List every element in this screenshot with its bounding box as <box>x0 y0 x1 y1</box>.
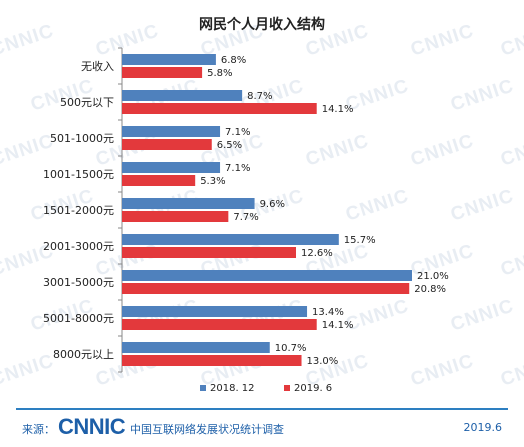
logo-text: CNNIC <box>58 414 126 439</box>
report-name: 中国互联网络发展状况统计调查 <box>130 423 284 436</box>
data-label: 5.3% <box>200 176 225 187</box>
data-label: 13.0% <box>307 356 339 367</box>
legend-swatch <box>200 385 206 391</box>
data-label: 15.7% <box>344 235 376 246</box>
data-label: 13.4% <box>312 307 344 318</box>
legend-swatch <box>284 385 290 391</box>
category-label: 5001-8000元 <box>43 312 114 325</box>
category-label: 500元以下 <box>60 96 114 109</box>
data-label: 14.1% <box>322 104 354 115</box>
bar-series2 <box>122 103 317 114</box>
bar-series1 <box>122 270 412 281</box>
legend-label: 2019. 6 <box>294 383 332 394</box>
data-label: 6.5% <box>217 140 242 151</box>
bar-series1 <box>122 342 270 353</box>
chart-title: 网民个人月收入结构 <box>199 17 325 33</box>
footer-divider <box>16 408 508 410</box>
bar-series2 <box>122 283 410 294</box>
category-label: 1501-2000元 <box>43 204 114 217</box>
category-label: 8000元以上 <box>53 348 114 361</box>
bar-series1 <box>122 306 308 317</box>
bar-series1 <box>122 90 243 101</box>
data-label: 7.1% <box>225 127 250 138</box>
cnnic-logo: CNNIC <box>58 414 126 440</box>
bar-series2 <box>122 211 229 222</box>
data-label: 6.8% <box>221 55 246 66</box>
data-label: 8.7% <box>247 91 272 102</box>
data-label: 14.1% <box>322 320 354 331</box>
data-label: 7.7% <box>233 212 258 223</box>
data-label: 5.8% <box>207 68 232 79</box>
bar-series1 <box>122 162 221 173</box>
data-label: 7.1% <box>225 163 250 174</box>
category-label: 2001-3000元 <box>43 240 114 253</box>
category-label: 3001-5000元 <box>43 276 114 289</box>
bar-series2 <box>122 355 302 366</box>
bar-series1 <box>122 126 221 137</box>
bar-series2 <box>122 319 317 330</box>
bar-series1 <box>122 198 255 209</box>
report-date: 2019.6 <box>463 421 503 434</box>
bar-series2 <box>122 175 196 186</box>
category-label: 1001-1500元 <box>43 168 114 181</box>
data-label: 9.6% <box>260 199 285 210</box>
data-label: 12.6% <box>301 248 333 259</box>
data-label: 20.8% <box>414 284 446 295</box>
bar-series2 <box>122 139 212 150</box>
bar-series1 <box>122 234 339 245</box>
source-label: 来源： <box>22 423 55 436</box>
category-label: 501-1000元 <box>50 132 114 145</box>
bar-series2 <box>122 67 203 78</box>
data-label: 10.7% <box>275 343 307 354</box>
data-label: 21.0% <box>417 271 449 282</box>
bar-series1 <box>122 54 216 65</box>
legend-label: 2018. 12 <box>210 383 255 394</box>
bar-series2 <box>122 247 296 258</box>
footer: 来源： CNNIC 中国互联网络发展状况统计调查 2019.6 <box>0 408 524 447</box>
category-label: 无收入 <box>81 59 114 73</box>
